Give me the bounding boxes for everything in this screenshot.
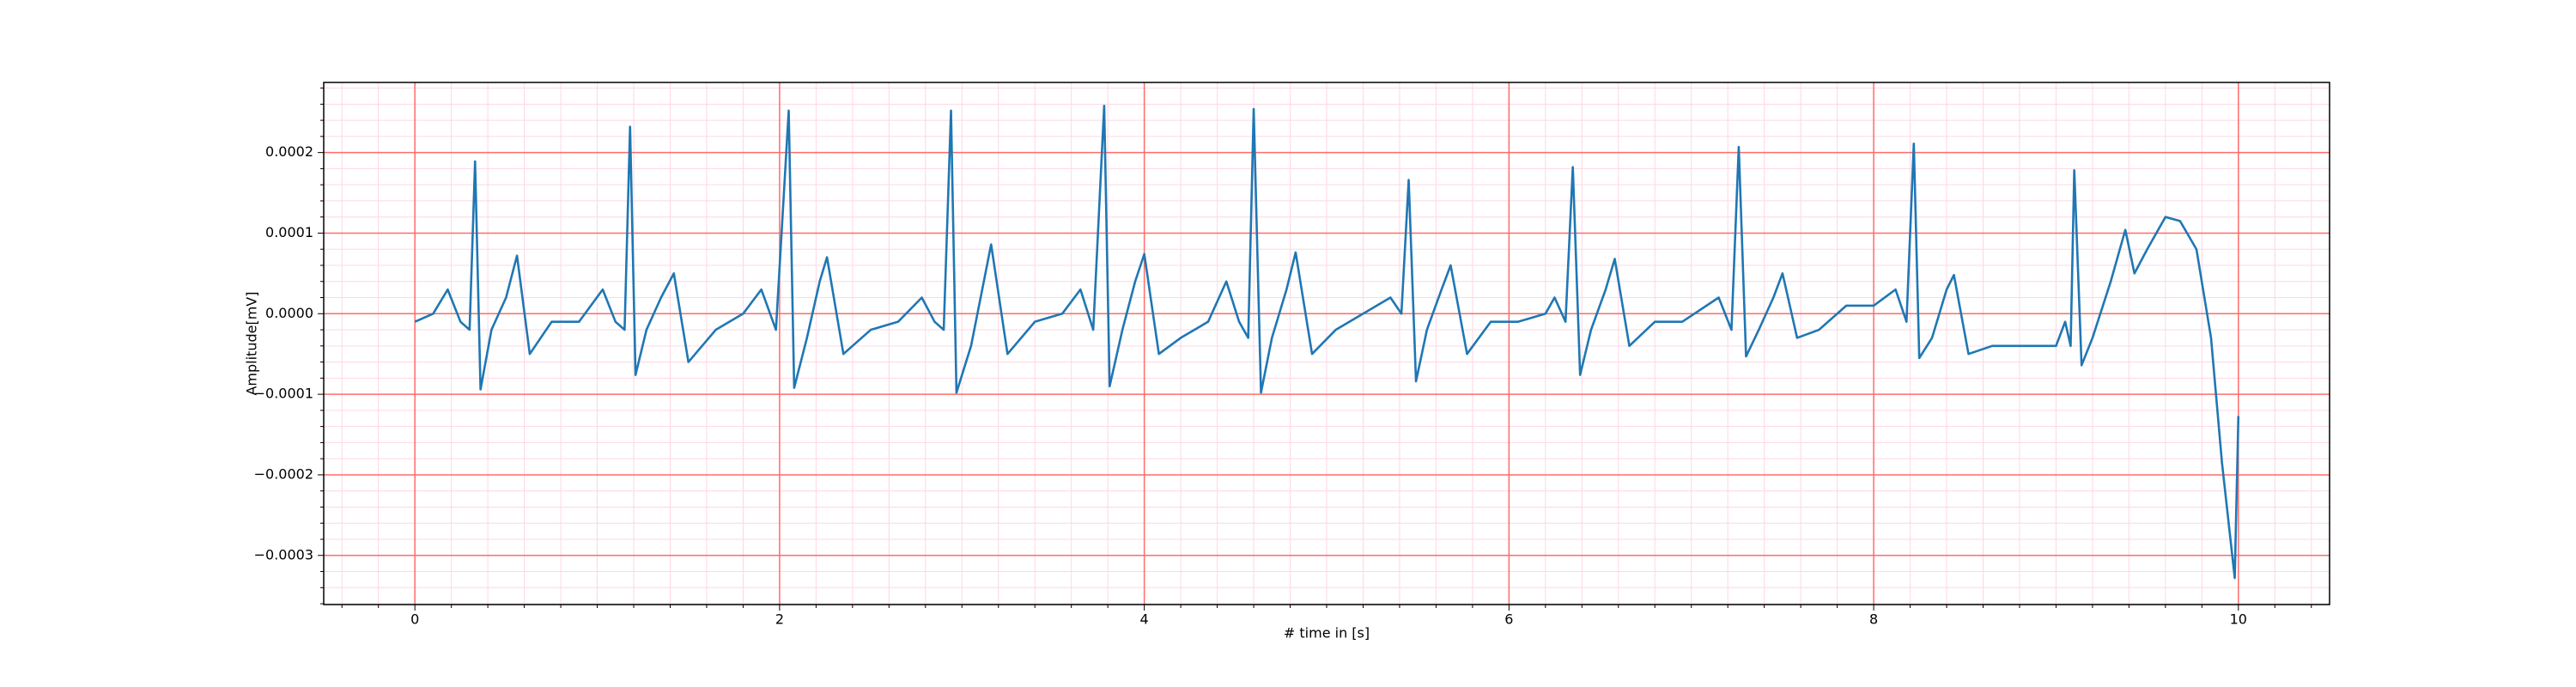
y-tick-label: 0.0001 xyxy=(265,224,313,240)
y-axis-label: Amplitude[mV] xyxy=(244,291,260,395)
y-tick-label: 0.0002 xyxy=(265,143,313,160)
x-axis-label: # time in [s] xyxy=(1284,625,1370,641)
x-tick-label: 10 xyxy=(2230,611,2247,628)
y-tick-label: −0.0001 xyxy=(254,386,313,402)
x-tick-label: 8 xyxy=(1869,611,1878,628)
x-tick-label: 6 xyxy=(1504,611,1513,628)
signal-line xyxy=(414,104,2240,580)
y-tick-label: 0.0000 xyxy=(265,305,313,321)
x-tick-label: 4 xyxy=(1140,611,1149,628)
x-tick-label: 2 xyxy=(775,611,784,628)
plot-lines xyxy=(414,104,2240,580)
y-tick-label: −0.0003 xyxy=(254,546,313,562)
ticks: 0 2 4 6 8 10 −0.0003 −0.0002 −0.0001 0.0000 0.0001… xyxy=(254,88,2312,628)
y-tick-label: −0.0002 xyxy=(254,465,313,482)
x-tick-label: 0 xyxy=(410,611,419,628)
grid xyxy=(324,82,2330,605)
